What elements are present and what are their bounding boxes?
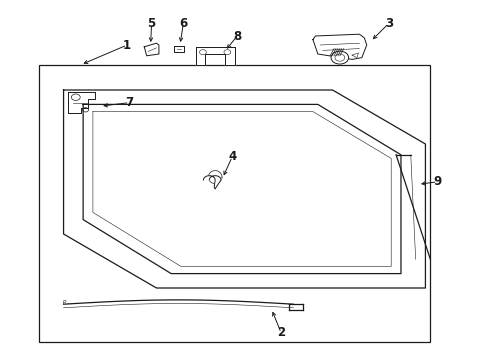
Text: 5: 5 xyxy=(147,17,155,30)
Text: 7: 7 xyxy=(125,96,133,109)
Polygon shape xyxy=(312,34,366,59)
Polygon shape xyxy=(203,176,221,189)
Text: 8: 8 xyxy=(233,30,241,42)
Circle shape xyxy=(330,51,348,64)
Polygon shape xyxy=(173,46,184,52)
Polygon shape xyxy=(144,43,159,56)
Text: 9: 9 xyxy=(433,175,441,188)
Text: 1: 1 xyxy=(123,39,131,51)
Bar xyxy=(39,65,429,342)
Text: 6: 6 xyxy=(179,17,187,30)
Polygon shape xyxy=(195,47,234,65)
Text: 2: 2 xyxy=(277,327,285,339)
Text: p: p xyxy=(61,299,65,304)
Text: 4: 4 xyxy=(228,150,236,163)
Text: 3: 3 xyxy=(384,17,392,30)
